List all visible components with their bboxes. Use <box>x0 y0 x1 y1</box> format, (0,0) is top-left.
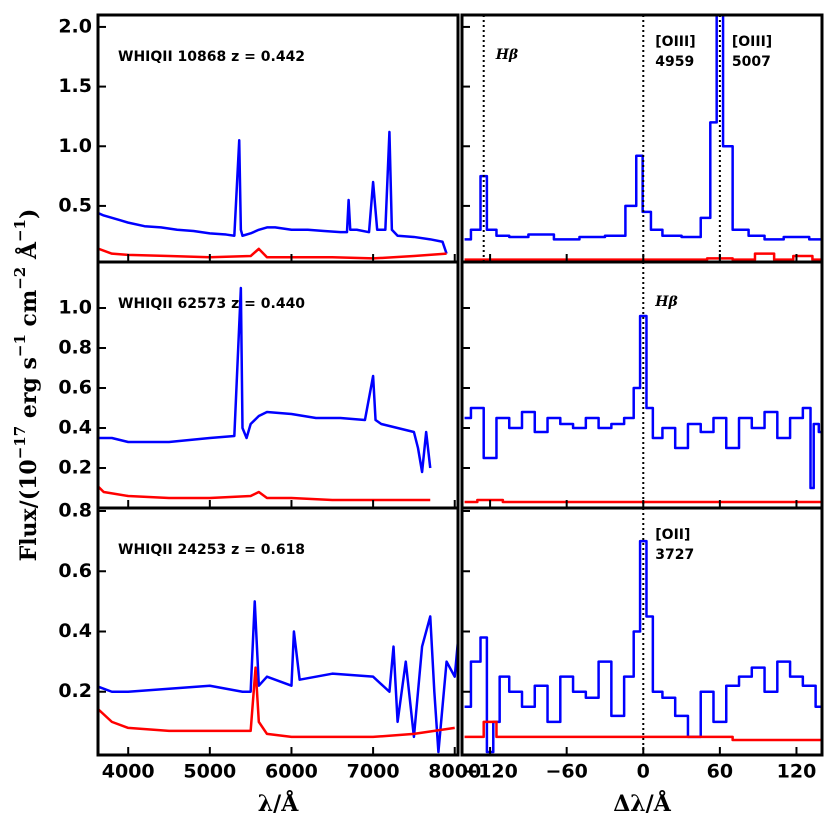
y-tick-label: 0.6 <box>58 377 92 399</box>
y-label-part: −2 <box>11 267 29 290</box>
panel-label: WHIQII 24253 z = 0.618 <box>118 542 305 558</box>
y-axis-label: Flux/(10−17 erg s−1 cm−2 Å−1) <box>11 209 42 562</box>
y-label-part: erg s <box>16 357 42 426</box>
x-tick-label: 0 <box>637 761 650 783</box>
spectrum-line <box>98 247 447 260</box>
panel <box>464 539 822 754</box>
y-tick-label: 1.5 <box>58 75 92 97</box>
x-axis-label: λ/Å <box>258 790 299 817</box>
panel-label: WHIQII 62573 z = 0.440 <box>118 296 305 312</box>
x-tick-label: 8000 <box>428 761 481 783</box>
y-tick-label: 0.8 <box>58 337 92 359</box>
panel <box>98 130 448 260</box>
y-tick-label: 0.6 <box>58 560 92 582</box>
y-label-part: −1 <box>11 219 29 242</box>
y-label-part: Flux/(10 <box>16 459 42 561</box>
y-tick-label: 0.2 <box>58 457 92 479</box>
line-annotation: 5007 <box>732 54 771 70</box>
y-label-part: cm <box>16 290 42 334</box>
y-tick-label: 1.0 <box>58 135 92 157</box>
spectrum-line <box>98 484 431 502</box>
y-label-part: ) <box>16 209 42 219</box>
x-tick-label: 4000 <box>102 761 155 783</box>
x-tick-label: 120 <box>777 761 817 783</box>
y-tick-label: 0.8 <box>58 500 92 522</box>
line-annotation: Hβ <box>654 294 678 310</box>
panel <box>98 600 458 754</box>
x-tick-label: 7000 <box>347 761 400 783</box>
panel-frame <box>460 260 824 510</box>
line-annotation: [OII] <box>655 527 690 543</box>
spectrum-line <box>98 286 432 474</box>
spectrum-line <box>464 314 822 490</box>
y-tick-label: 0.5 <box>58 194 92 216</box>
x-tick-label: −120 <box>462 761 518 783</box>
spectrum-line <box>464 539 822 754</box>
line-annotation: Hβ <box>495 47 519 63</box>
y-tick-label: 0.2 <box>58 680 92 702</box>
y-label-part: −1 <box>11 334 29 357</box>
panel <box>464 314 822 504</box>
y-label-part: −17 <box>11 426 29 459</box>
spectrum-line <box>98 130 448 255</box>
y-tick-label: 2.0 <box>58 15 92 37</box>
y-tick-label: 0.4 <box>58 417 92 439</box>
spectrum-line <box>98 666 455 739</box>
spectrum-line <box>464 720 822 742</box>
panel <box>98 286 432 502</box>
x-axis-label: Δλ/Å <box>613 790 672 817</box>
x-tick-label: 60 <box>707 761 733 783</box>
x-tick-label: 6000 <box>265 761 318 783</box>
line-annotation: [OIII] <box>655 34 695 50</box>
spectrum-line <box>98 600 458 754</box>
spectrum-line <box>464 498 822 504</box>
panel-frame <box>460 506 824 757</box>
panel-label: WHIQII 10868 z = 0.442 <box>118 49 305 65</box>
y-tick-label: 0.4 <box>58 620 92 642</box>
y-tick-label: 1.0 <box>58 297 92 319</box>
line-annotation: 3727 <box>655 547 694 563</box>
x-tick-label: 5000 <box>183 761 236 783</box>
spectrum-line <box>464 15 822 241</box>
line-annotation: [OIII] <box>732 34 772 50</box>
line-annotation: 4959 <box>655 54 694 70</box>
x-tick-label: −60 <box>545 761 587 783</box>
y-label-part: Å <box>15 241 42 267</box>
